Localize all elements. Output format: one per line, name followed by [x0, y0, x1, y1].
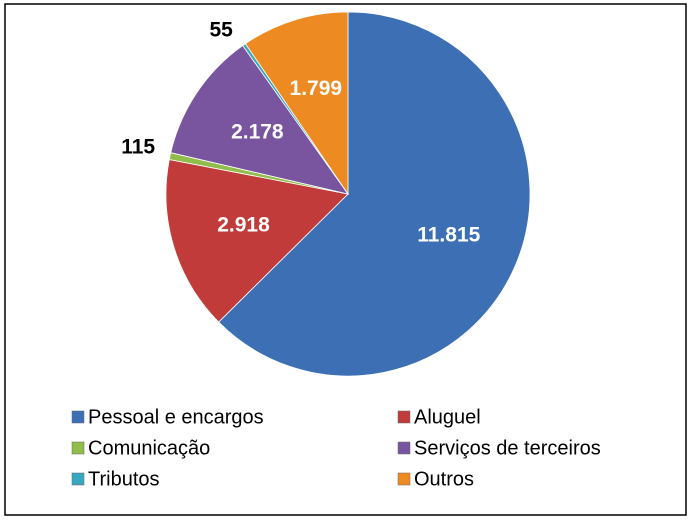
data-label: 2.918: [217, 213, 270, 236]
legend-swatch: [397, 472, 411, 486]
legend-label: Serviços de terceiros: [414, 437, 601, 459]
legend-label: Outros: [414, 468, 474, 490]
pie-slice: [165, 159, 349, 323]
pie-slice: [244, 11, 349, 196]
data-label: 1.799: [290, 77, 343, 100]
legend-swatch: [397, 410, 411, 424]
data-label: 11.815: [417, 224, 480, 247]
pie-slice: [218, 11, 531, 377]
pie-slice: [170, 45, 349, 195]
data-label: 55: [210, 19, 234, 42]
legend-swatch: [397, 441, 411, 455]
data-label: 115: [121, 136, 155, 159]
legend-label: Tributos: [88, 468, 160, 490]
legend-label: Aluguel: [414, 406, 481, 428]
legend-label: Comunicação: [88, 437, 210, 459]
legend-swatch: [71, 441, 85, 455]
legend-label: Pessoal e encargos: [88, 406, 264, 428]
data-label: 2.178: [231, 121, 284, 144]
legend-swatch: [71, 472, 85, 486]
legend-swatch: [71, 410, 85, 424]
